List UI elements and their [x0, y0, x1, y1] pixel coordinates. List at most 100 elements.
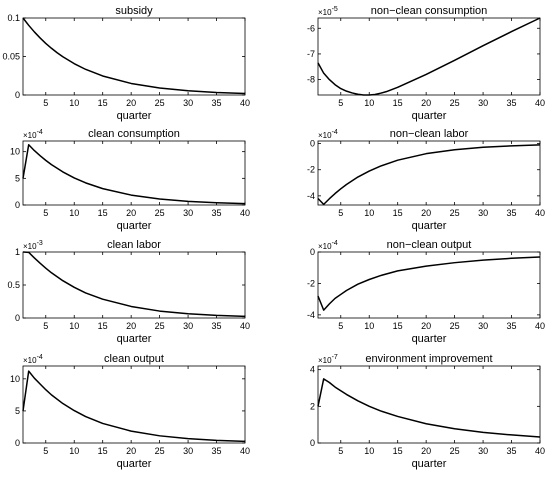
chart-6-x-tick-label: 25	[155, 446, 165, 456]
chart-4-x-tick-label: 20	[126, 321, 136, 331]
chart-3-x-tick-label: 10	[364, 208, 374, 218]
chart-1-x-tick-label: 25	[450, 98, 460, 108]
chart-1-y-tick-label: -7	[307, 49, 315, 59]
chart-0-x-tick-label: 30	[183, 98, 193, 108]
chart-7-y-tick-label: 4	[310, 365, 315, 375]
chart-0-x-tick-label: 35	[212, 98, 222, 108]
chart-5-x-tick-label: 10	[364, 321, 374, 331]
chart-3-series-line	[317, 144, 541, 206]
chart-0-x-tick-label: 25	[155, 98, 165, 108]
chart-5-exponent-base: ×10	[318, 242, 332, 251]
chart-7-x-tick-label: 20	[421, 446, 431, 456]
chart-1: non−clean consumption 5 10 15 20 25 30 35 40 -8 -7…	[307, 5, 545, 122]
chart-4-x-tick-label: 15	[98, 321, 108, 331]
chart-2-exponent-label: ×10-4	[23, 129, 43, 140]
chart-3-x-axis-label: quarter	[412, 220, 447, 232]
chart-0-series-line	[22, 17, 246, 95]
chart-5-x-tick-label: 25	[450, 321, 460, 331]
chart-0-x-tick-label: 40	[240, 98, 250, 108]
chart-1-x-tick-label: 30	[478, 98, 488, 108]
chart-4-x-tick-label: 35	[212, 321, 222, 331]
chart-6-plot-frame	[22, 365, 246, 444]
chart-0: subsidy 5 10 15 20 25 30 35 40 0 0.05 0.1 quarter	[2, 5, 250, 122]
chart-6-x-tick-label: 20	[126, 446, 136, 456]
chart-3-x-tick-label: 40	[535, 208, 545, 218]
chart-6-x-tick-label: 40	[240, 446, 250, 456]
chart-4-y-tick-label: 1	[15, 247, 20, 257]
chart-1-y-tick-label: -6	[307, 23, 315, 33]
chart-6-x-tick-label: 35	[212, 446, 222, 456]
chart-2-x-tick-label: 10	[69, 208, 79, 218]
chart-2-x-tick-label: 30	[183, 208, 193, 218]
chart-5-x-tick-label: 35	[507, 321, 517, 331]
chart-7-x-axis-label: quarter	[412, 458, 447, 470]
chart-7-x-tick-label: 30	[478, 446, 488, 456]
chart-3-x-tick-label: 15	[393, 208, 403, 218]
chart-1-x-axis-label: quarter	[412, 110, 447, 122]
chart-4-exponent-base: ×10	[23, 242, 37, 251]
chart-4: clean labor 5 10 15 20 25 30 35 40 0 0.5 1×10-3 quar…	[7, 239, 250, 345]
chart-3-y-tick-label: 0	[310, 139, 315, 149]
chart-1-title: non−clean consumption	[371, 5, 488, 17]
chart-7-x-tick-label: 5	[338, 446, 343, 456]
chart-3-x-tick-label: 5	[338, 208, 343, 218]
chart-5-x-tick-label: 30	[478, 321, 488, 331]
chart-3-x-tick-label: 30	[478, 208, 488, 218]
chart-7-x-tick-label: 10	[364, 446, 374, 456]
chart-5-x-axis-label: quarter	[412, 333, 447, 345]
chart-6-exponent-label: ×10-4	[23, 354, 43, 365]
chart-5-exponent-label: ×10-4	[318, 240, 338, 251]
chart-7-x-tick-label: 15	[393, 446, 403, 456]
chart-7-exponent-base: ×10	[318, 356, 332, 365]
chart-7-title: environment improvement	[365, 353, 492, 365]
chart-7-exponent-label: ×10-7	[318, 354, 338, 365]
chart-6-exponent-power: -4	[37, 354, 43, 361]
chart-2-x-tick-label: 5	[43, 208, 48, 218]
chart-3-plot-frame	[317, 140, 541, 206]
chart-2-x-tick-label: 35	[212, 208, 222, 218]
chart-6-y-tick-label: 0	[15, 438, 20, 448]
chart-3-y-tick-label: -2	[307, 165, 315, 175]
chart-7-series-line	[317, 378, 541, 438]
chart-1-x-tick-label: 10	[364, 98, 374, 108]
chart-2-y-tick-label: 5	[15, 173, 20, 183]
chart-1-exponent-label: ×10-5	[318, 6, 338, 17]
chart-4-x-tick-label: 10	[69, 321, 79, 331]
chart-1-x-tick-label: 15	[393, 98, 403, 108]
chart-4-x-axis-label: quarter	[117, 333, 152, 345]
chart-0-y-tick-label: 0.1	[7, 13, 20, 23]
chart-7-x-tick-label: 35	[507, 446, 517, 456]
chart-1-x-tick-label: 35	[507, 98, 517, 108]
chart-5-x-tick-label: 15	[393, 321, 403, 331]
chart-5-y-tick-label: -4	[307, 310, 315, 320]
chart-0-x-tick-label: 20	[126, 98, 136, 108]
chart-2-x-tick-label: 25	[155, 208, 165, 218]
chart-6-title: clean output	[104, 353, 164, 365]
chart-3-x-tick-label: 20	[421, 208, 431, 218]
chart-5-y-tick-label: -2	[307, 278, 315, 288]
chart-2-x-tick-label: 20	[126, 208, 136, 218]
chart-5-x-tick-label: 20	[421, 321, 431, 331]
chart-5-series-line	[317, 256, 541, 311]
chart-7-x-tick-label: 25	[450, 446, 460, 456]
chart-3-exponent-base: ×10	[318, 131, 332, 140]
chart-0-y-tick-label: 0.05	[2, 52, 20, 62]
chart-3-exponent-power: -4	[332, 129, 338, 136]
chart-6-x-axis-label: quarter	[117, 458, 152, 470]
chart-5-exponent-power: -4	[332, 240, 338, 247]
chart-1-series-line	[317, 17, 541, 96]
chart-5-y-tick-label: 0	[310, 247, 315, 257]
chart-6-x-tick-label: 30	[183, 446, 193, 456]
chart-0-x-tick-label: 10	[69, 98, 79, 108]
chart-5-x-tick-label: 40	[535, 321, 545, 331]
chart-4-plot-frame	[22, 251, 246, 319]
chart-4-exponent-label: ×10-3	[23, 240, 43, 251]
chart-0-x-tick-label: 15	[98, 98, 108, 108]
chart-0-y-tick-label: 0	[15, 90, 20, 100]
chart-1-exponent-power: -5	[332, 6, 338, 13]
chart-7-y-tick-label: 2	[310, 401, 315, 411]
chart-6-y-tick-label: 5	[15, 406, 20, 416]
chart-0-title: subsidy	[115, 5, 153, 17]
